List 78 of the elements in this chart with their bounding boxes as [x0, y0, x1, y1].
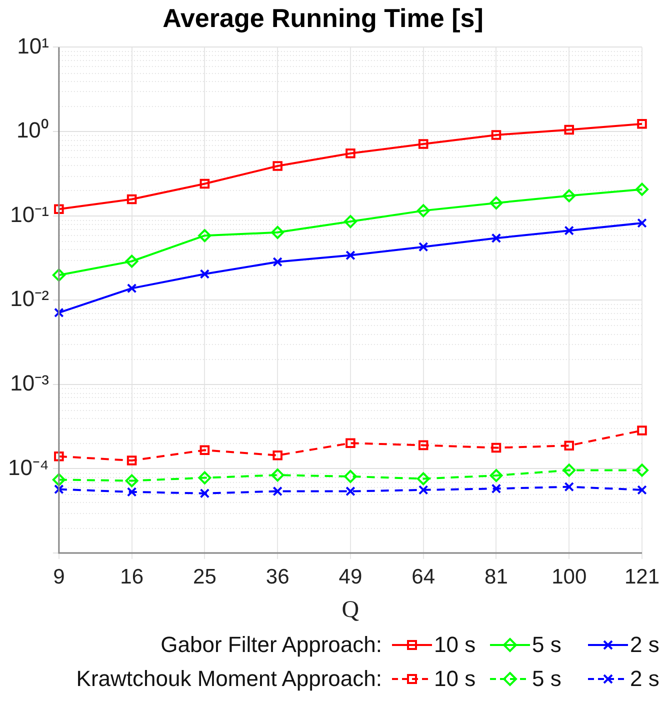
point	[637, 218, 647, 228]
point	[564, 482, 574, 492]
x-tick-label: 25	[193, 565, 216, 588]
point	[636, 182, 648, 196]
point	[126, 194, 137, 204]
point	[346, 250, 356, 260]
x-axis-title: Q	[342, 596, 360, 623]
x-tick-label: 64	[412, 565, 436, 588]
point	[344, 470, 357, 483]
chart-title: Average Running Time [s]	[162, 2, 484, 33]
point	[200, 178, 210, 189]
x-tick-label: 16	[120, 565, 144, 588]
legend-label: 5 s	[532, 666, 562, 692]
point	[416, 472, 430, 486]
point	[198, 471, 212, 484]
point	[418, 485, 428, 495]
point	[491, 130, 502, 140]
point	[52, 268, 66, 282]
point	[125, 254, 138, 268]
point	[271, 468, 284, 482]
point	[562, 464, 576, 477]
y-tick-label: 10⁻⁴	[8, 454, 49, 480]
point	[418, 440, 428, 450]
point	[200, 488, 210, 498]
legend-label: 10 s	[434, 666, 476, 692]
point	[346, 438, 356, 448]
point	[490, 196, 503, 210]
y-tick-label: 10⁰	[16, 118, 49, 143]
point	[418, 139, 428, 149]
legend-label: 2 s	[630, 666, 660, 692]
point	[637, 485, 647, 495]
x-tick-label: 49	[338, 565, 362, 588]
y-tick-label: 10⁻²	[10, 286, 49, 312]
y-tick-label: 10¹	[17, 33, 49, 58]
point	[126, 487, 137, 497]
point	[418, 242, 428, 252]
point	[126, 283, 137, 294]
point	[491, 233, 502, 244]
legend-label: 2 s	[630, 632, 660, 658]
point	[346, 148, 356, 158]
point	[200, 269, 210, 279]
point	[564, 440, 574, 450]
point	[272, 486, 282, 496]
point	[564, 124, 574, 135]
legend-label: 5 s	[532, 632, 562, 658]
point	[126, 456, 137, 466]
point	[125, 474, 138, 488]
point	[346, 486, 356, 496]
point	[54, 451, 64, 462]
x-tick-label: 36	[266, 565, 290, 588]
point	[637, 119, 647, 129]
point	[54, 308, 64, 318]
x-tick-label: 81	[484, 565, 508, 588]
point	[272, 161, 282, 171]
point	[562, 189, 576, 202]
point	[54, 484, 64, 494]
point	[564, 226, 574, 236]
point	[637, 426, 647, 436]
point	[636, 464, 648, 477]
point	[344, 215, 357, 228]
y-tick-label: 10⁻³	[10, 370, 49, 396]
point	[490, 469, 503, 482]
point	[198, 229, 212, 242]
point	[271, 226, 284, 239]
point	[200, 445, 210, 456]
x-tick-label: 9	[53, 565, 65, 588]
x-tick-label: 100	[552, 565, 587, 588]
y-tick-label: 10⁻¹	[10, 202, 49, 227]
x-tick-label: 121	[624, 565, 660, 588]
point	[491, 442, 502, 453]
text: Gabor Filter Approach:	[160, 632, 382, 658]
point	[272, 256, 282, 267]
text: Krawtchouk Moment Approach:	[76, 666, 382, 692]
point	[52, 473, 66, 486]
point	[272, 450, 282, 460]
point	[416, 204, 430, 218]
legend-label: 10 s	[434, 632, 476, 658]
point	[491, 484, 502, 494]
